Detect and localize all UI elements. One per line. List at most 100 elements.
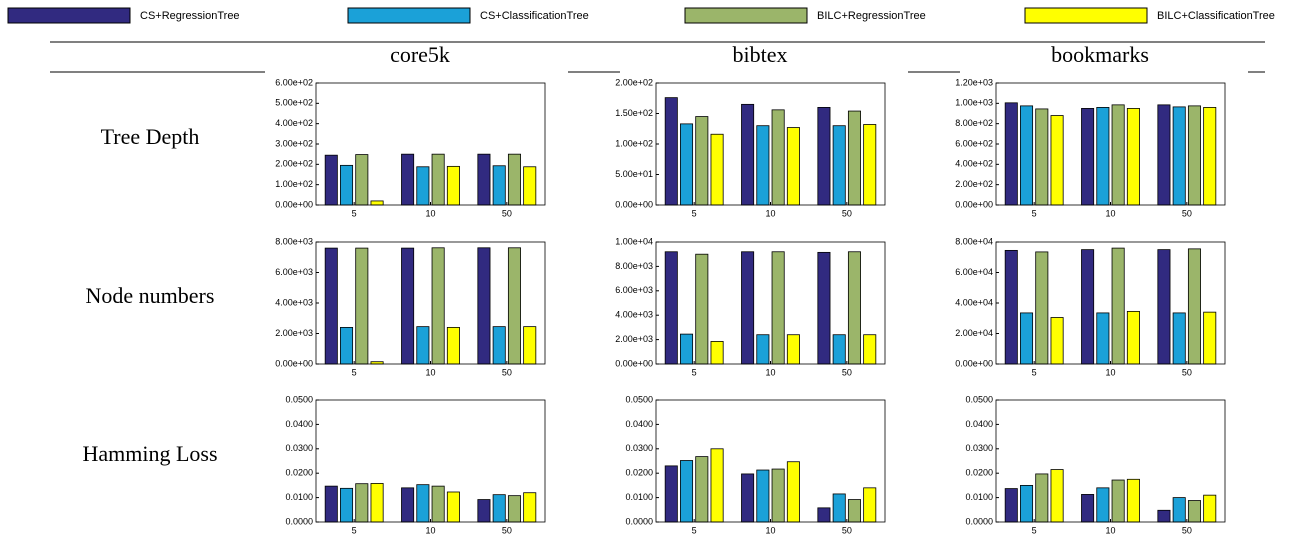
legend-swatch [7, 7, 131, 24]
y-tick-label: 0.0000 [965, 516, 993, 526]
plot-frame [655, 241, 886, 365]
y-tick-label: 6.00e+03 [275, 267, 313, 277]
bar [1126, 478, 1140, 523]
y-tick-label: 0.0500 [965, 394, 993, 404]
y-tick-label: 3.00e+02 [275, 138, 313, 148]
x-tick-label: 50 [1182, 525, 1192, 535]
bar [847, 499, 861, 523]
bar [401, 153, 415, 206]
y-tick-label: 0.0500 [285, 394, 313, 404]
bar [1157, 249, 1171, 365]
bar [710, 448, 724, 523]
y-tick-label: 0.00e+00 [955, 199, 993, 209]
bar [1081, 494, 1095, 523]
y-tick-label: 5.00e+01 [615, 169, 653, 179]
column-header: bibtex [733, 42, 788, 67]
bar [492, 165, 506, 206]
bar [355, 247, 369, 365]
bar [324, 485, 338, 523]
bar [786, 334, 800, 365]
bar [741, 251, 755, 365]
y-tick-label: 0.0100 [965, 492, 993, 502]
y-tick-label: 8.00e+04 [955, 236, 993, 246]
x-tick-label: 5 [1032, 525, 1037, 535]
bar [664, 97, 678, 206]
y-tick-label: 5.00e+02 [275, 98, 313, 108]
bar [1004, 249, 1018, 365]
bar [817, 251, 831, 365]
y-tick-label: 8.00e+03 [615, 261, 653, 271]
x-tick-label: 5 [352, 208, 357, 218]
y-tick-label: 0.0400 [285, 419, 313, 429]
plot-frame [995, 82, 1226, 206]
bar [1081, 249, 1095, 365]
bar [355, 154, 369, 206]
x-tick-label: 50 [502, 525, 512, 535]
row-label: Hamming Loss [82, 441, 217, 466]
y-tick-label: 1.20e+03 [955, 77, 993, 87]
bar [431, 247, 445, 365]
y-tick-label: 6.00e+03 [615, 285, 653, 295]
y-tick-label: 1.00e+04 [615, 236, 653, 246]
x-tick-label: 5 [692, 525, 697, 535]
bar [710, 133, 724, 206]
x-tick-label: 10 [1105, 525, 1115, 535]
x-tick-label: 50 [842, 525, 852, 535]
bar [1126, 108, 1140, 206]
y-tick-label: 0.00e+00 [275, 358, 313, 368]
y-tick-label: 0.0200 [285, 468, 313, 478]
bar [401, 247, 415, 365]
bar [741, 473, 755, 523]
y-tick-label: 0.0300 [625, 443, 653, 453]
bar [664, 465, 678, 523]
bar [477, 247, 491, 365]
y-tick-label: 2.00e+02 [615, 77, 653, 87]
legend-swatch [684, 7, 808, 24]
x-tick-label: 10 [765, 367, 775, 377]
bar [664, 251, 678, 365]
y-tick-label: 0.0200 [625, 468, 653, 478]
bar [1081, 108, 1095, 206]
bar [340, 487, 354, 523]
bar [1020, 312, 1034, 365]
row-label: Node numbers [86, 283, 215, 308]
x-tick-label: 50 [1182, 208, 1192, 218]
x-tick-label: 50 [502, 208, 512, 218]
y-tick-label: 4.00e+03 [275, 297, 313, 307]
y-tick-label: 1.50e+02 [615, 108, 653, 118]
y-tick-label: 4.00e+03 [615, 310, 653, 320]
y-tick-label: 6.00e+02 [955, 138, 993, 148]
legend-label: CS+RegressionTree [140, 10, 240, 22]
bar [847, 110, 861, 206]
x-tick-label: 5 [352, 367, 357, 377]
bar [756, 334, 770, 365]
y-tick-label: 0.0200 [965, 468, 993, 478]
bar [1020, 105, 1034, 206]
bar [1111, 104, 1125, 206]
bar [523, 326, 537, 365]
x-tick-label: 10 [425, 208, 435, 218]
bar [477, 499, 491, 523]
bar [863, 334, 877, 365]
bar [771, 468, 785, 523]
y-tick-label: 6.00e+02 [275, 77, 313, 87]
bar [1050, 469, 1064, 523]
x-tick-label: 10 [425, 367, 435, 377]
x-tick-label: 50 [502, 367, 512, 377]
y-tick-label: 0.0000 [285, 516, 313, 526]
bar [523, 166, 537, 206]
bar [416, 326, 430, 365]
y-tick-label: 2.00e+04 [955, 328, 993, 338]
bar [786, 127, 800, 206]
bar [324, 247, 338, 365]
bar [1004, 102, 1018, 206]
bar [370, 200, 384, 206]
bar [847, 251, 861, 365]
bar [1020, 484, 1034, 523]
x-tick-label: 5 [692, 367, 697, 377]
bar [680, 460, 694, 523]
x-tick-label: 10 [1105, 367, 1115, 377]
bar [680, 333, 694, 365]
